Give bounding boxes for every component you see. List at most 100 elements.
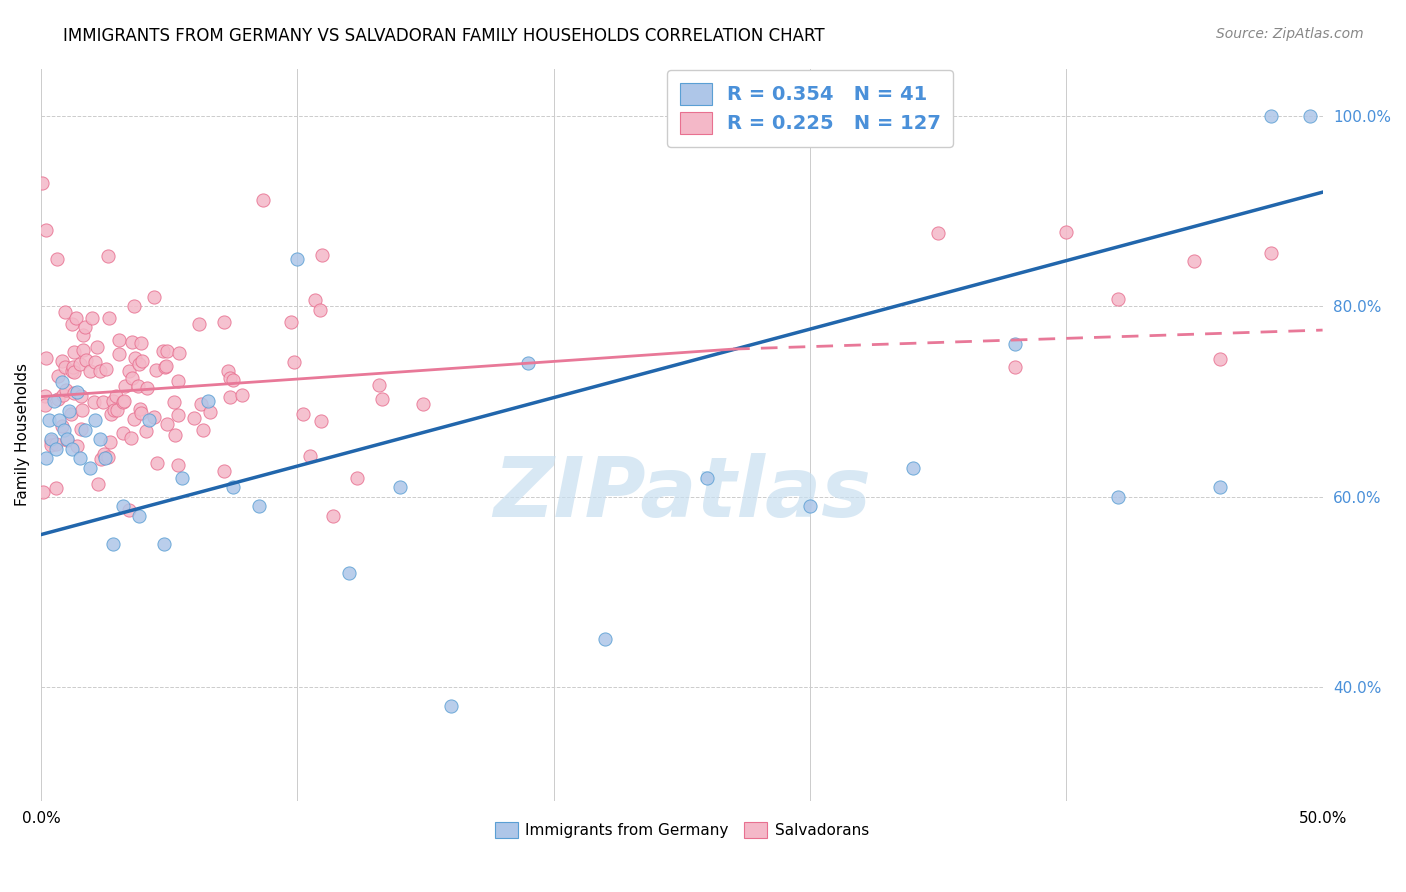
Point: [56, 433, 79, 447]
Point: [927, 226, 949, 240]
Point: [53, 359, 76, 374]
Point: [48, 413, 70, 427]
Point: [221, 373, 243, 387]
Point: [69, 389, 91, 403]
Point: [309, 413, 332, 427]
Point: [309, 303, 332, 318]
Point: [82, 310, 104, 325]
Point: [287, 252, 309, 266]
Point: [118, 364, 141, 378]
Point: [212, 315, 235, 329]
Point: [197, 394, 219, 409]
Point: [89, 364, 111, 378]
Point: [66, 439, 89, 453]
Y-axis label: Family Households: Family Households: [15, 363, 30, 506]
Point: [152, 344, 174, 359]
Point: [60, 318, 83, 332]
Point: [70, 422, 93, 436]
Point: [79, 461, 101, 475]
Point: [34, 389, 56, 403]
Point: [60, 363, 83, 377]
Point: [79, 364, 101, 378]
Point: [34, 398, 56, 412]
Point: [105, 402, 128, 417]
Point: [283, 355, 305, 369]
Point: [370, 392, 392, 406]
Point: [75, 353, 97, 368]
Point: [217, 364, 239, 378]
Point: [190, 397, 212, 411]
Point: [31, 484, 53, 499]
Point: [167, 458, 190, 473]
Point: [346, 470, 368, 484]
Point: [35, 451, 58, 466]
Point: [1209, 351, 1232, 366]
Point: [104, 389, 127, 403]
Point: [129, 401, 152, 416]
Point: [45, 442, 67, 456]
Point: [45, 481, 67, 495]
Point: [45, 437, 67, 451]
Point: [593, 632, 616, 647]
Point: [112, 499, 135, 513]
Point: [440, 698, 463, 713]
Point: [31, 176, 53, 190]
Point: [83, 394, 105, 409]
Point: [222, 480, 245, 494]
Point: [183, 410, 205, 425]
Point: [58, 404, 80, 418]
Point: [63, 385, 86, 400]
Point: [38, 413, 60, 427]
Point: [696, 470, 718, 484]
Point: [114, 379, 136, 393]
Point: [1299, 109, 1322, 123]
Point: [60, 442, 83, 456]
Point: [1260, 245, 1282, 260]
Point: [63, 365, 86, 379]
Point: [143, 290, 166, 304]
Point: [337, 566, 360, 580]
Point: [94, 362, 117, 376]
Point: [86, 340, 108, 354]
Point: [53, 305, 76, 319]
Point: [145, 362, 167, 376]
Point: [69, 451, 91, 466]
Point: [153, 537, 176, 551]
Text: Source: ZipAtlas.com: Source: ZipAtlas.com: [1216, 27, 1364, 41]
Point: [247, 499, 270, 513]
Point: [100, 408, 122, 422]
Point: [155, 359, 177, 373]
Point: [55, 383, 77, 397]
Point: [69, 357, 91, 371]
Point: [52, 388, 75, 402]
Point: [155, 359, 177, 374]
Point: [219, 370, 242, 384]
Point: [167, 346, 190, 360]
Point: [145, 456, 167, 470]
Point: [101, 537, 124, 551]
Point: [212, 464, 235, 478]
Point: [39, 434, 62, 448]
Point: [112, 425, 135, 440]
Point: [96, 250, 118, 264]
Point: [252, 193, 274, 207]
Point: [35, 351, 58, 365]
Point: [156, 343, 179, 358]
Point: [39, 438, 62, 452]
Point: [89, 433, 111, 447]
Point: [138, 413, 160, 427]
Point: [53, 423, 76, 437]
Point: [91, 395, 114, 409]
Point: [517, 356, 540, 370]
Point: [167, 375, 190, 389]
Point: [98, 434, 121, 449]
Point: [51, 418, 73, 433]
Point: [70, 403, 93, 417]
Point: [83, 355, 105, 369]
Point: [135, 424, 157, 438]
Point: [112, 393, 135, 408]
Point: [42, 394, 65, 409]
Point: [97, 450, 120, 465]
Point: [1209, 480, 1232, 494]
Point: [46, 252, 69, 266]
